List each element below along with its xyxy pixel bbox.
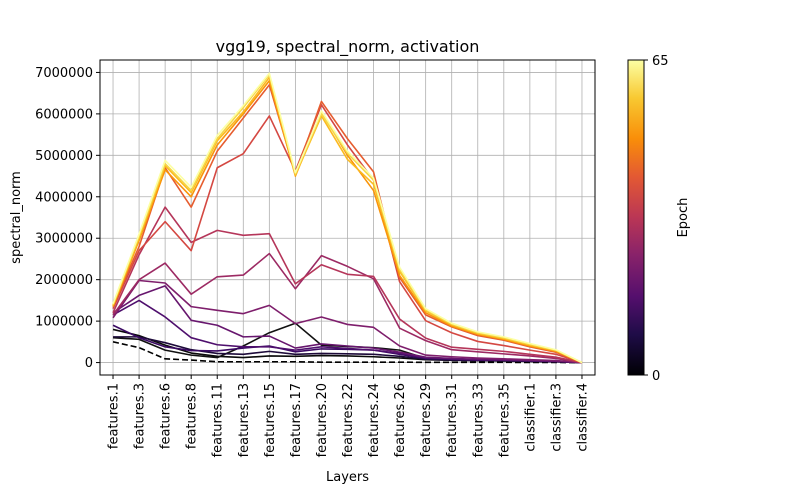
x-axis-label: Layers (326, 470, 369, 485)
colorbar-label: Epoch (676, 198, 691, 238)
series-line-epoch-21 (112, 252, 583, 364)
x-tick-label: classifier.3 (549, 383, 564, 452)
y-tick-label: 6000000 (35, 107, 93, 122)
x-axis-ticks: features.1 features.3 features.6 features.8… (107, 375, 590, 457)
series-line-epoch-65 (112, 72, 583, 364)
x-tick-label: features.24 (367, 383, 382, 457)
x-tick-label: features.17 (289, 383, 304, 457)
y-tick-label: 4000000 (35, 190, 93, 205)
x-tick-label: features.33 (471, 383, 486, 457)
x-tick-label: features.3 (133, 383, 148, 449)
colorbar: 65 0 Epoch (627, 54, 691, 384)
y-tick-label: 3000000 (35, 232, 93, 247)
x-tick-label: features.31 (445, 383, 460, 457)
y-tick-label: 5000000 (35, 149, 93, 164)
y-tick-label: 2000000 (35, 273, 93, 288)
y-tick-label: 0 (85, 356, 93, 371)
y-tick-label: 7000000 (35, 66, 93, 81)
x-tick-label: features.1 (107, 383, 122, 449)
x-tick-label: classifier.4 (575, 383, 590, 452)
colorbar-max-label: 65 (652, 54, 669, 69)
series-line-epoch-25 (112, 206, 583, 364)
series-line-epoch-30 (112, 103, 583, 364)
x-tick-label: features.11 (211, 383, 226, 457)
series-line-epoch-58 (112, 73, 583, 364)
x-tick-label: features.13 (237, 383, 252, 457)
x-tick-label: features.15 (263, 383, 278, 457)
y-axis-label: spectral_norm (9, 171, 24, 264)
series-line-epoch-17 (112, 279, 583, 364)
grid-lines (100, 60, 595, 375)
x-tick-label: features.35 (497, 383, 512, 457)
chart-title: vgg19, spectral_norm, activation (216, 37, 480, 57)
series-line-epoch-0 (112, 341, 582, 364)
series-line-epoch-52 (112, 76, 583, 364)
x-tick-label: features.26 (393, 383, 408, 457)
y-axis-ticks: 0 1000000 2000000 3000000 4000000 5000000 6000… (35, 66, 100, 371)
x-tick-label: features.6 (159, 383, 174, 449)
colorbar-gradient (627, 59, 645, 376)
series-line-epoch-14 (112, 285, 583, 364)
x-tick-label: features.29 (419, 383, 434, 457)
series-lines (112, 72, 583, 364)
series-line-epoch-44 (112, 79, 583, 364)
x-tick-label: classifier.1 (523, 383, 538, 452)
x-tick-label: features.8 (185, 383, 200, 449)
colorbar-min-label: 0 (652, 369, 660, 384)
x-tick-label: features.20 (315, 383, 330, 457)
x-tick-label: features.22 (341, 383, 356, 457)
y-tick-label: 1000000 (35, 315, 93, 330)
